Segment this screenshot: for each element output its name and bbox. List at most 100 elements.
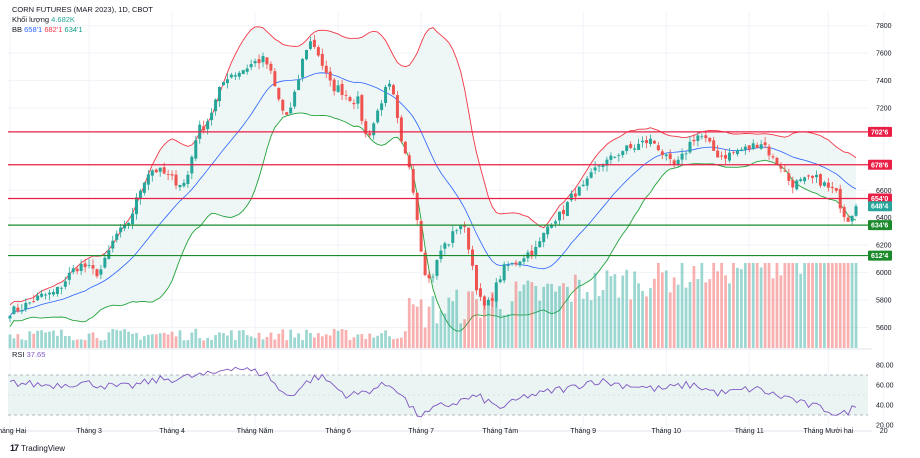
candle-body <box>522 258 526 262</box>
candle-body <box>807 175 811 177</box>
volume-bar <box>261 339 265 348</box>
candle-body <box>301 59 305 78</box>
volume-bar <box>313 337 316 348</box>
volume-bar <box>396 338 399 348</box>
candle-body <box>277 87 281 100</box>
volume-bar <box>823 263 826 348</box>
volume-bar <box>20 339 24 348</box>
volume-bar <box>486 303 490 348</box>
volume-bar <box>241 330 245 348</box>
volume-bar <box>688 281 692 348</box>
volume-bar <box>139 339 142 348</box>
volume-bar <box>842 263 846 348</box>
volume-bar <box>522 284 526 348</box>
candle-body <box>127 223 131 226</box>
volume-bar <box>716 271 720 348</box>
volume-bar <box>819 263 822 348</box>
volume-bar <box>289 329 293 348</box>
volume-bar <box>467 291 470 348</box>
candle-body <box>712 140 716 151</box>
candle-body <box>55 286 59 295</box>
candle-body <box>767 146 771 156</box>
candle-body <box>388 83 392 87</box>
volume-bar <box>514 281 518 348</box>
candle-body <box>696 135 700 141</box>
volume-bar <box>79 339 83 348</box>
candle-body <box>403 141 407 154</box>
candle-body <box>834 187 838 191</box>
volume-bar <box>372 337 376 348</box>
volume-bar <box>237 330 241 348</box>
rsi-label: RSI <box>12 350 25 359</box>
time-tick-label: Tháng 7 <box>408 428 434 435</box>
candle-body <box>265 57 269 65</box>
volume-bar <box>712 263 716 348</box>
level-tag-label: 678'6 <box>871 162 888 169</box>
candle-body <box>59 287 63 289</box>
candle-body <box>71 268 75 273</box>
volume-bar <box>384 330 387 348</box>
volume-bar <box>364 338 368 348</box>
candle-body <box>24 302 28 310</box>
time-tick-label: Tháng 11 <box>735 428 764 435</box>
time-tick-label: Tháng 9 <box>570 428 596 435</box>
candle-body <box>779 166 783 169</box>
volume-bar <box>826 263 830 348</box>
volume-bar <box>360 334 364 348</box>
volume-bar <box>846 263 850 348</box>
symbol-title-text: CORN FUTURES (MAR 2023), 1D, CBOT <box>12 5 153 14</box>
candle-body <box>617 155 621 157</box>
volume-bar <box>625 269 629 348</box>
candle-body <box>202 126 206 131</box>
volume-bar <box>103 340 107 348</box>
volume-bar <box>99 340 103 348</box>
candle-body <box>514 262 518 265</box>
volume-bar <box>455 289 459 348</box>
candle-body <box>289 107 293 114</box>
rsi-value: 37.65 <box>26 350 46 359</box>
tradingview-brand[interactable]: 17 TradingView <box>10 443 65 453</box>
volume-bar <box>249 336 253 348</box>
candle-body <box>51 291 55 295</box>
volume-bar <box>838 263 842 348</box>
candle-body <box>558 211 562 221</box>
candle-body <box>115 233 119 240</box>
volume-bar <box>154 334 158 348</box>
candle-body <box>44 294 48 296</box>
volume-bar <box>724 275 727 348</box>
volume-bar <box>573 274 577 348</box>
candle-body <box>554 221 558 224</box>
rsi-pane: 20.00 40.00 60.00 80.00 <box>8 348 894 430</box>
level-tag-label: 612'4 <box>871 253 888 260</box>
candle-body <box>633 148 637 150</box>
volume-bar <box>336 330 340 348</box>
candle-body <box>751 143 755 150</box>
volume-bar <box>32 333 36 348</box>
candle-body <box>467 227 471 250</box>
volume-bar <box>127 331 130 348</box>
bb-legend: BB 658'1 682'1 634'1 <box>12 25 153 35</box>
candle-body <box>107 250 111 259</box>
time-tick-label: Tháng Mười hai <box>803 428 853 435</box>
volume-bar <box>399 337 403 348</box>
price-tick-label: 6400 <box>876 215 892 222</box>
candle-body <box>435 259 439 276</box>
candle-body <box>593 167 597 171</box>
level-tag-label: 634'6 <box>871 223 888 230</box>
price-tick-label: 6200 <box>876 243 892 250</box>
candle-body <box>312 39 316 47</box>
symbol-title: CORN FUTURES (MAR 2023), 1D, CBOT <box>12 5 153 15</box>
candle-body <box>822 182 826 186</box>
candle-body <box>253 61 257 64</box>
volume-bar <box>542 286 546 348</box>
candle-body <box>577 186 581 196</box>
volume-bar <box>16 334 20 348</box>
candle-body <box>534 246 538 255</box>
time-tick-label: Tháng 10 <box>651 428 681 435</box>
volume-bar <box>40 330 43 348</box>
volume-bar <box>423 327 427 348</box>
candle-body <box>743 146 747 151</box>
candle-body <box>48 292 52 295</box>
candle-body <box>455 230 459 232</box>
